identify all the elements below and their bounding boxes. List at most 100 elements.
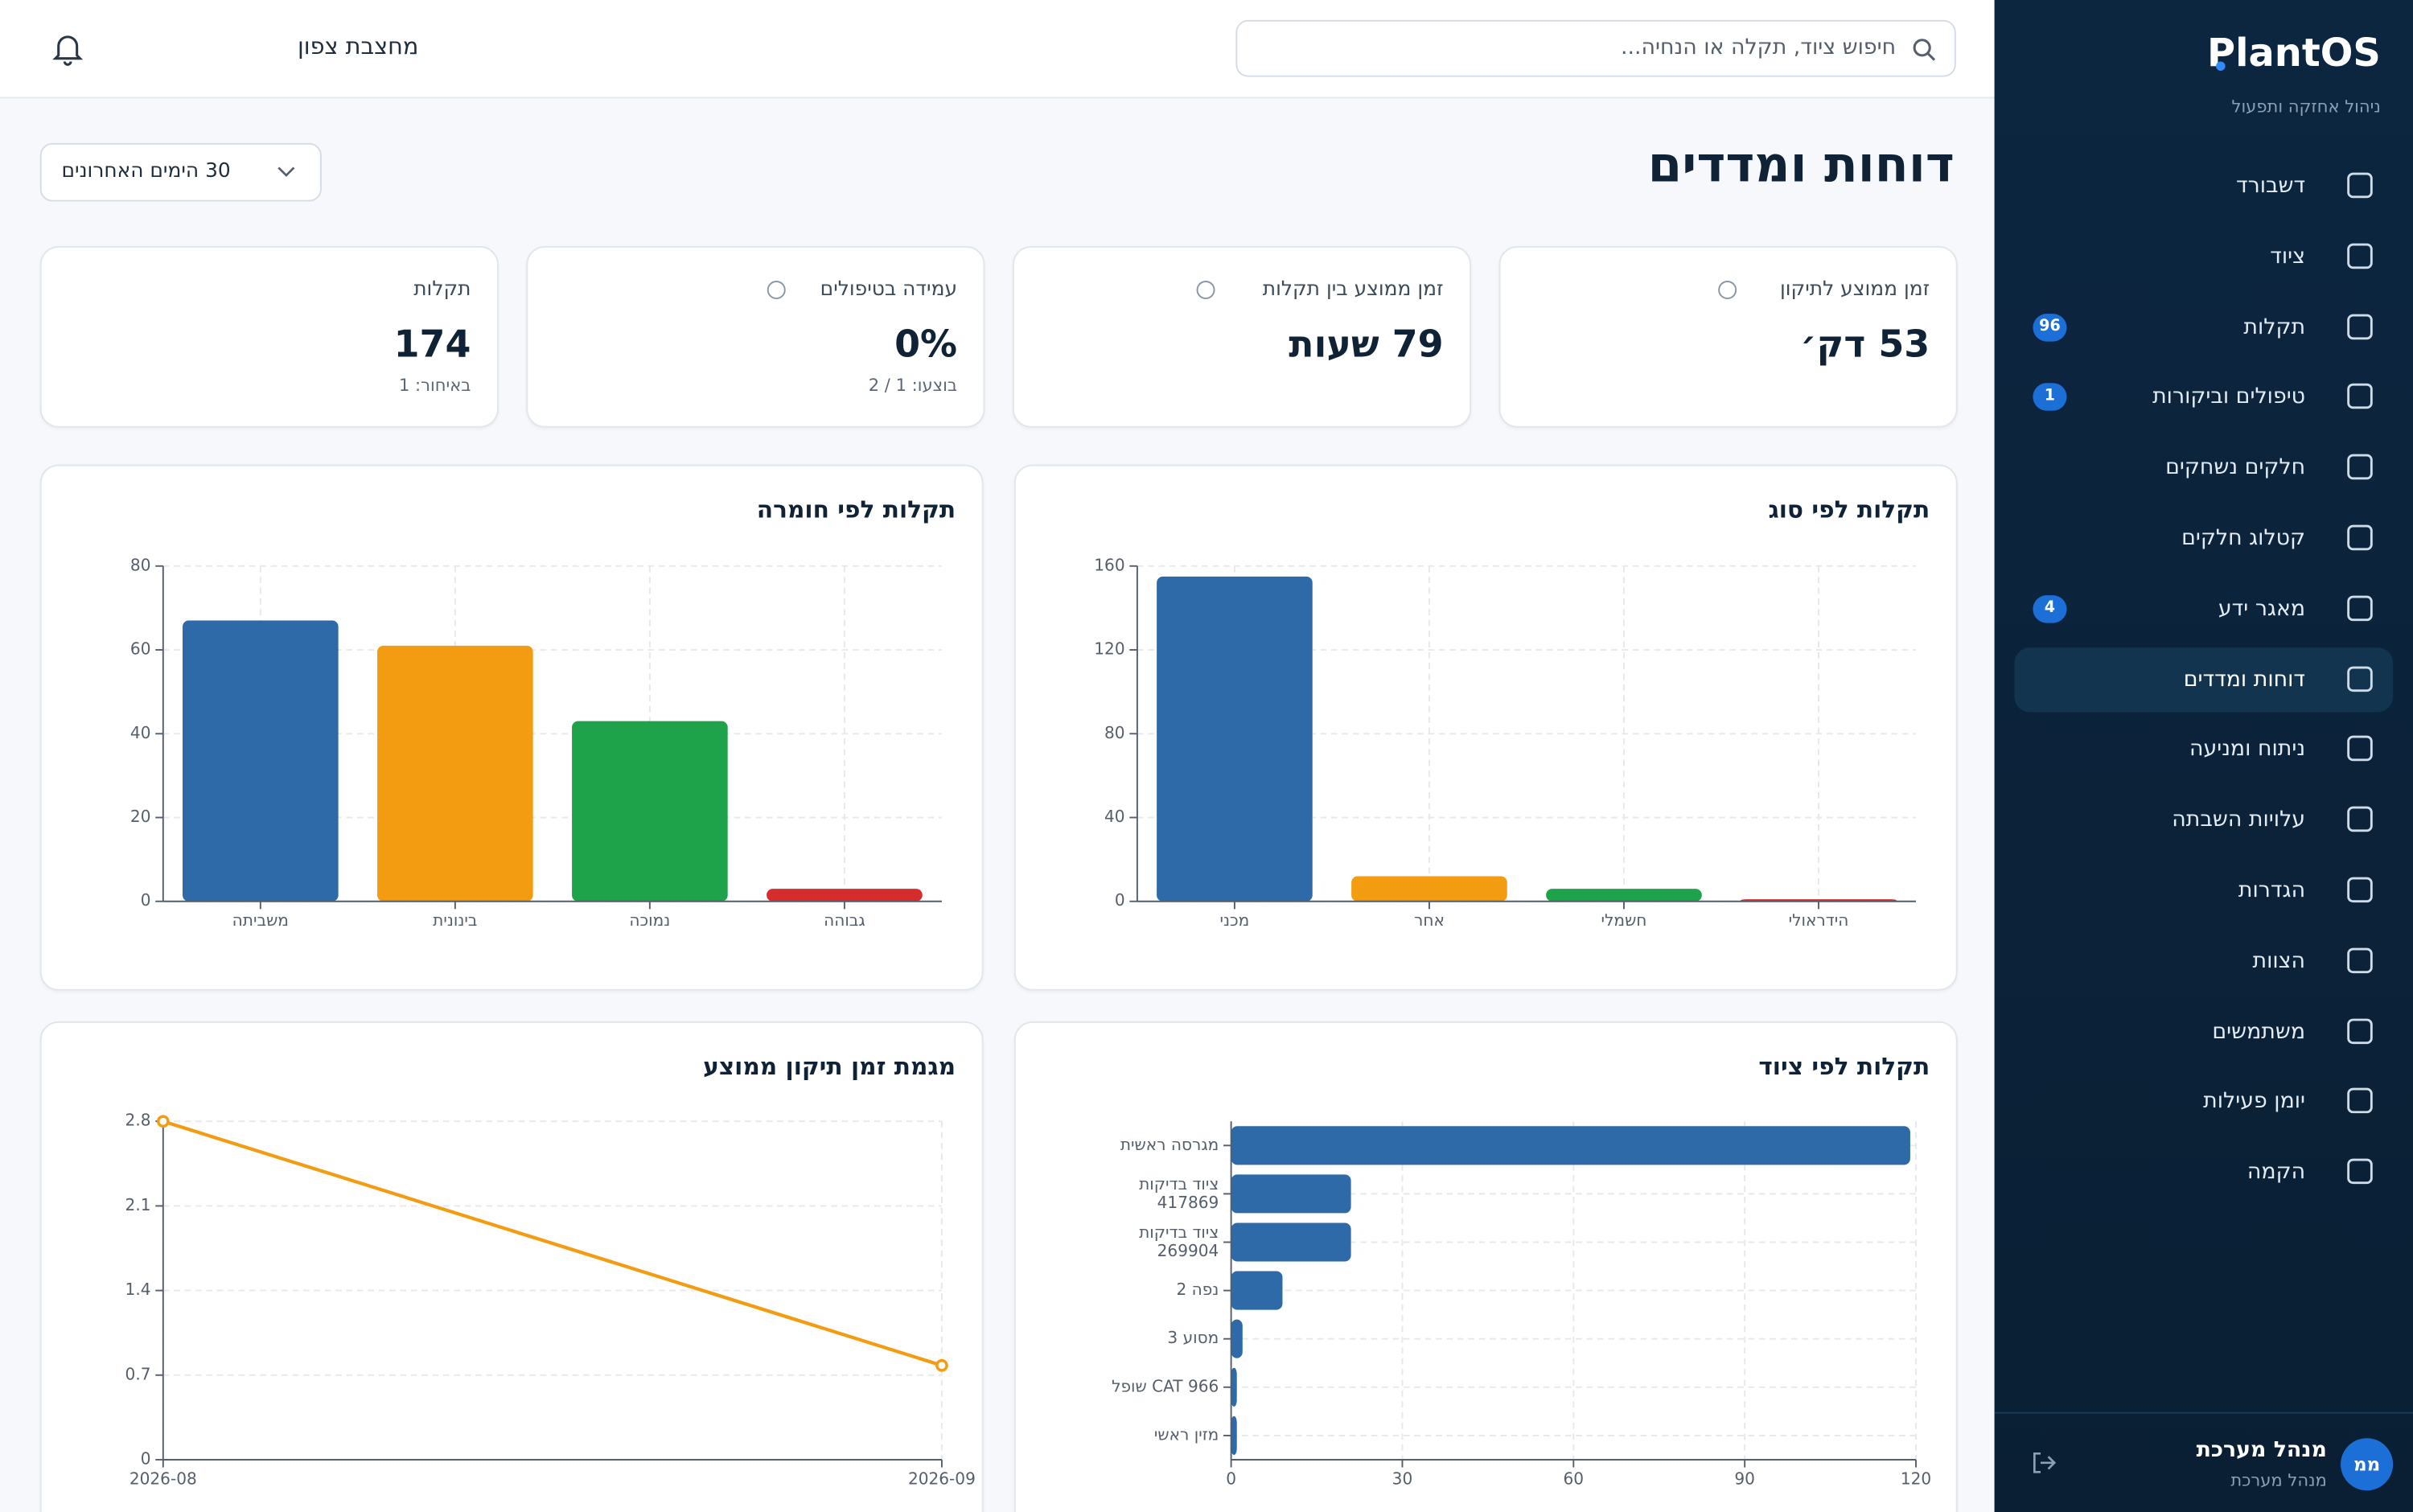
avatar[interactable]: ממ: [2341, 1438, 2394, 1491]
nav-label: תקלות: [2243, 314, 2306, 339]
x-tick-label: 2026-08: [129, 1469, 197, 1488]
nav-item[interactable]: קטלוג חלקים: [2014, 506, 2393, 570]
y-tick-label: 160: [1094, 555, 1124, 574]
nav-item[interactable]: טיפולים וביקורות 1: [2014, 365, 2393, 429]
chart: תקלות לפי סוג 0 40 80 120 160 מכני אחר חשמלי הידר…: [1094, 495, 1930, 930]
chart-title: תקלות לפי ציוד: [1758, 1052, 1930, 1080]
icon-shape: [2347, 172, 2373, 199]
brand-dot: [2216, 61, 2226, 71]
nav-item[interactable]: דוחות ומדדים: [2014, 647, 2394, 712]
icon-shape: [2347, 665, 2373, 692]
nav-item[interactable]: עלויות השבתה: [2014, 788, 2393, 853]
nav-icon: [2347, 947, 2373, 973]
kpi-label: תקלות: [413, 278, 471, 302]
x-tick-label: 120: [1901, 1469, 1931, 1488]
bar: [1231, 1222, 1351, 1262]
nav-item[interactable]: תקלות 96: [2014, 294, 2393, 359]
site-name[interactable]: מחצבת צפון: [297, 32, 419, 60]
chart-card: תקלות לפי חומרה 0 20 40 60 80 משביתה בינונית נמו…: [39, 464, 984, 991]
range-select[interactable]: 30 הימים האחרונים: [39, 142, 322, 202]
nav-label: טיפולים וביקורות: [2152, 384, 2306, 410]
kpi-sub: בוצעו: 1 / 2: [868, 375, 958, 396]
y-tick-label: מזין ראשי: [1154, 1424, 1219, 1444]
kpi-card: זמן ממוצע לתיקון 53 דק׳: [1498, 246, 1958, 428]
help-icon: [1197, 281, 1216, 299]
chart-card: תקלות לפי ציוד 0 30 60 90 120 מגרסה ראשית ציוד …: [1013, 1021, 1958, 1512]
bar: [1231, 1319, 1243, 1358]
nav-item[interactable]: הגדרות: [2014, 858, 2393, 922]
help-icon: [767, 281, 787, 299]
nav-item[interactable]: הצוות: [2014, 929, 2393, 993]
x-tick-label: הידראולי: [1789, 910, 1849, 930]
bar: [1231, 1126, 1910, 1165]
bar: [1231, 1415, 1237, 1455]
logout-icon[interactable]: [2032, 1451, 2057, 1476]
point: [935, 1358, 948, 1372]
icon-shape: [2347, 1017, 2373, 1044]
nav-icon: [2347, 454, 2373, 480]
kpi-sub: באיחור: 1: [398, 375, 471, 396]
topbar: חיפוש ציוד, תקלה או הנחיה... מחצבת צפון: [0, 0, 1995, 99]
icon-shape: [2347, 384, 2373, 409]
bar: [183, 620, 339, 902]
y-tick-label: 2.1: [125, 1195, 151, 1214]
point: [156, 1115, 170, 1128]
nav-label: יומן פעילות: [2203, 1089, 2306, 1115]
y-tick-label: 20: [130, 807, 151, 826]
nav-item[interactable]: ניתוח ומניעה: [2014, 717, 2393, 782]
nav-item[interactable]: ציוד: [2014, 224, 2393, 289]
nav-item[interactable]: חלקים נשחקים: [2014, 436, 2393, 500]
chart: תקלות לפי חומרה 0 20 40 60 80 משביתה בינונית נמו…: [130, 495, 956, 930]
nav-item[interactable]: מאגר ידע 4: [2014, 577, 2393, 641]
search-placeholder: חיפוש ציוד, תקלה או הנחיה...: [1620, 35, 1897, 60]
bar: [377, 645, 533, 902]
page-title: דוחות ומדדים: [1647, 135, 1955, 194]
nav-item[interactable]: הקמה: [2014, 1140, 2393, 1205]
x-tick-label: נמוכה: [629, 910, 670, 930]
icon-shape: [2347, 736, 2373, 762]
x-tick-label: גבוהה: [824, 910, 865, 930]
nav-item[interactable]: דשבורד: [2014, 154, 2393, 218]
icon-shape: [2347, 454, 2373, 480]
kpi-value: 53 דק׳: [1800, 323, 1930, 367]
y-tick-label: 2.8: [125, 1111, 151, 1130]
icon-shape: [2347, 1158, 2373, 1185]
bell-icon[interactable]: [52, 32, 84, 66]
x-tick-label: מכני: [1220, 910, 1250, 930]
y-tick-label: 0: [141, 890, 151, 910]
y-tick-label: 120: [1094, 639, 1124, 659]
nav-label: משתמשים: [2212, 1019, 2306, 1044]
chart-title: תקלות לפי חומרה: [757, 495, 956, 523]
kpi-label: זמן ממוצע לתיקון: [1779, 278, 1930, 302]
nav-icon: [2347, 524, 2373, 551]
x-tick-label: חשמלי: [1601, 910, 1647, 930]
x-tick-label: אחר: [1414, 910, 1445, 930]
search-box[interactable]: חיפוש ציוד, תקלה או הנחיה...: [1235, 19, 1956, 77]
nav-label: עלויות השבתה: [2172, 807, 2306, 833]
x-tick-label: 2026-09: [908, 1469, 976, 1488]
bar: [1157, 576, 1313, 902]
nav-icon: [2347, 806, 2373, 832]
nav-item[interactable]: משתמשים: [2014, 999, 2393, 1063]
nav-item[interactable]: יומן פעילות: [2014, 1070, 2393, 1134]
range-label: 30 הימים האחרונים: [61, 159, 231, 183]
nav-badge: 1: [2033, 383, 2067, 412]
icon-shape: [2347, 1088, 2373, 1114]
nav-icon: [2347, 1088, 2373, 1114]
help-circle: [1197, 281, 1216, 299]
help-icon: [1717, 281, 1737, 299]
icon-shape: [2347, 313, 2373, 339]
help-circle: [767, 281, 787, 299]
kpi-card: זמן ממוצע בין תקלות 79 שעות: [1012, 246, 1472, 428]
nav-label: דשבורד: [2235, 174, 2306, 199]
y-tick-label: שופל CAT 966: [1112, 1376, 1219, 1395]
nav-icon: [2347, 243, 2373, 269]
x-tick-label: 30: [1392, 1469, 1413, 1488]
nav-icon: [2347, 736, 2373, 762]
nav-badge: 4: [2033, 594, 2067, 623]
bar: [1231, 1174, 1351, 1214]
brand-tagline: ניהול אחזקה ותפעול: [2231, 97, 2381, 117]
nav-badge: 96: [2033, 313, 2067, 341]
chart: תקלות לפי ציוד 0 30 60 90 120 מגרסה ראשית ציוד …: [1112, 1052, 1931, 1489]
